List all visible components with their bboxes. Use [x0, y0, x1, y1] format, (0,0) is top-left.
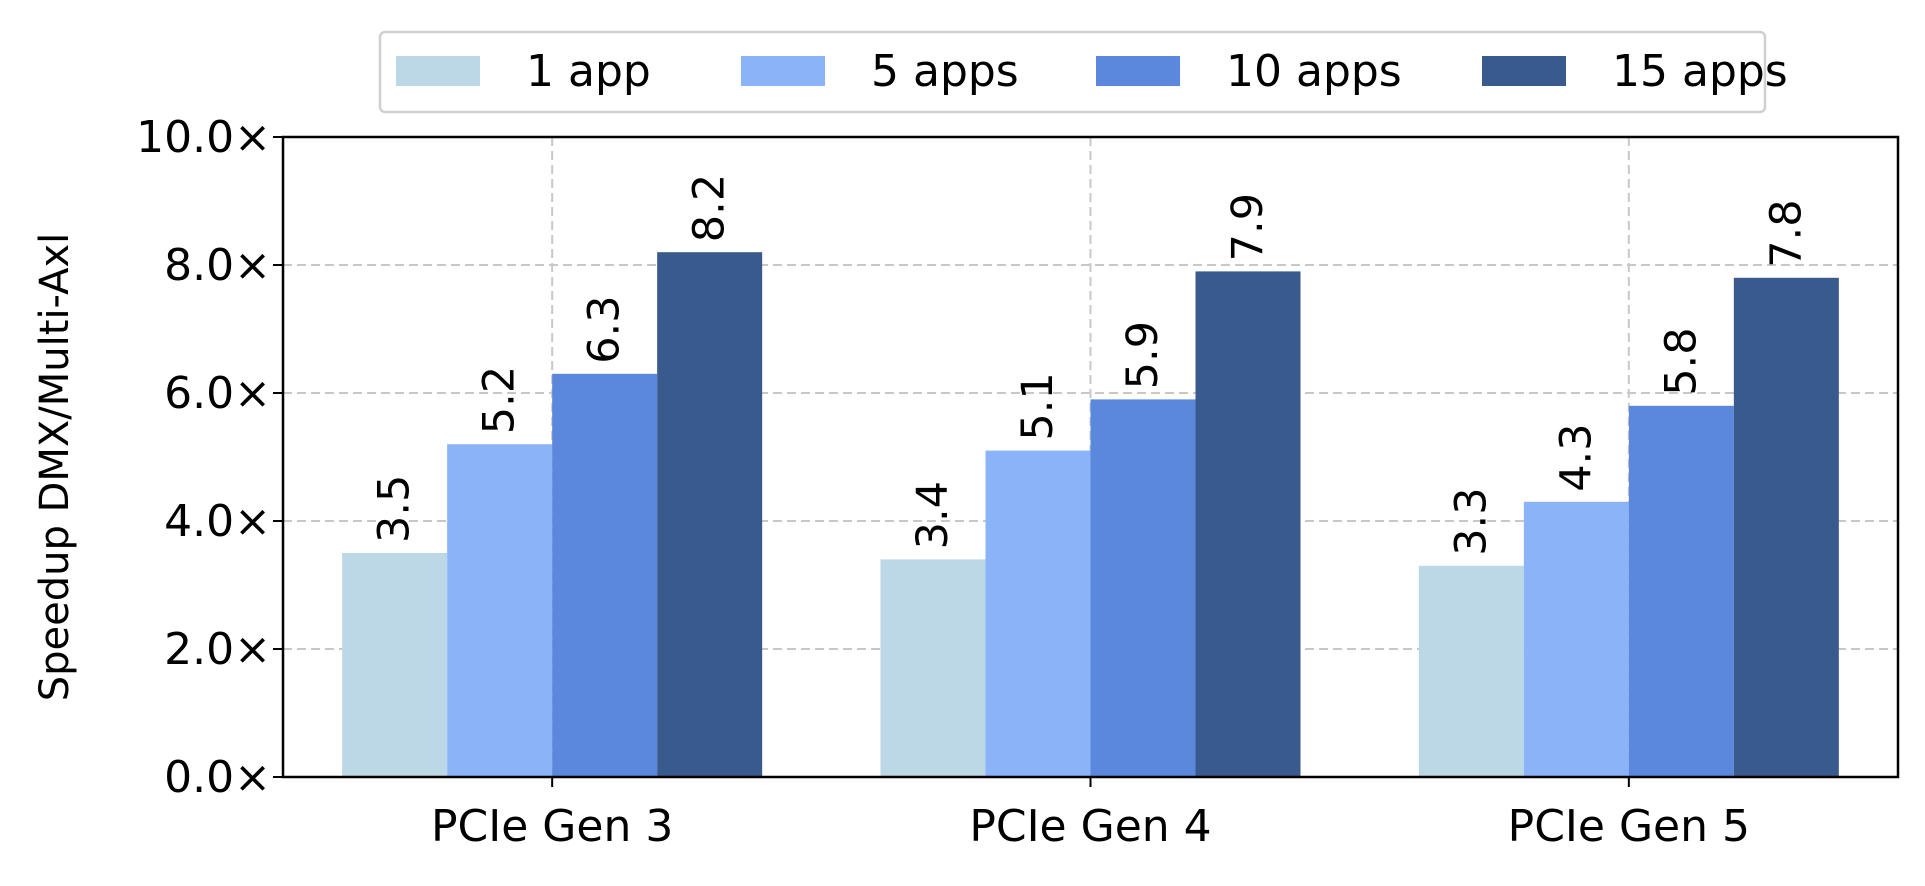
data-label: 8.2 [685, 174, 735, 242]
x-tick-label: PCIe Gen 5 [1508, 801, 1750, 852]
legend-box [378, 30, 1767, 114]
x-tick-label: PCIe Gen 3 [431, 801, 673, 852]
y-tick-label: 4.0× [164, 496, 271, 547]
y-tick-label: 8.0× [164, 240, 271, 291]
bars [342, 252, 1839, 777]
data-label: 5.8 [1656, 327, 1706, 395]
data-label: 6.3 [580, 295, 630, 363]
bar [880, 559, 986, 777]
y-tick-label: 10.0× [136, 112, 271, 163]
y-tick-label: 0.0× [164, 752, 271, 803]
bar [1195, 271, 1301, 777]
y-axis: 0.0× 2.0× 4.0× 6.0× 8.0× 10.0× [136, 112, 283, 803]
bar [1418, 565, 1524, 777]
bar [657, 252, 763, 777]
x-tick-label: PCIe Gen 4 [969, 801, 1211, 852]
legend-swatch [1482, 56, 1566, 86]
data-label: 3.5 [370, 475, 420, 543]
data-label: 4.3 [1551, 423, 1601, 491]
bar [552, 373, 658, 777]
data-label: 5.1 [1013, 372, 1063, 440]
data-label: 7.9 [1223, 193, 1273, 261]
legend: 1 app 5 apps 10 apps 15 apps [378, 30, 1788, 114]
x-axis: PCIe Gen 3 PCIe Gen 4 PCIe Gen 5 [431, 777, 1750, 852]
legend-label: 10 apps [1226, 46, 1402, 97]
y-tick-label: 6.0× [164, 368, 271, 419]
bar [342, 553, 448, 777]
data-label: 5.9 [1118, 321, 1168, 389]
legend-label: 15 apps [1612, 46, 1788, 97]
data-label: 3.3 [1446, 487, 1496, 555]
legend-swatch [1096, 56, 1180, 86]
data-label: 3.4 [908, 481, 958, 549]
legend-label: 5 apps [871, 46, 1019, 97]
y-axis-title: Speedup DMX/Multi-Axl [32, 233, 78, 702]
bar [985, 450, 1091, 777]
bar [447, 444, 553, 777]
data-label: 7.8 [1761, 199, 1811, 267]
bar [1090, 399, 1196, 777]
y-tick-label: 2.0× [164, 624, 271, 675]
data-label: 5.2 [475, 366, 525, 434]
legend-swatch [396, 56, 480, 86]
bar [1628, 405, 1734, 777]
bar [1523, 501, 1629, 777]
bar [1733, 277, 1839, 777]
legend-swatch [741, 56, 825, 86]
data-labels: 3.5 3.4 3.3 5.2 5.1 4.3 6.3 5.9 5.8 8.2 7.9 7.8 [370, 174, 1812, 556]
legend-label: 1 app [526, 46, 651, 97]
